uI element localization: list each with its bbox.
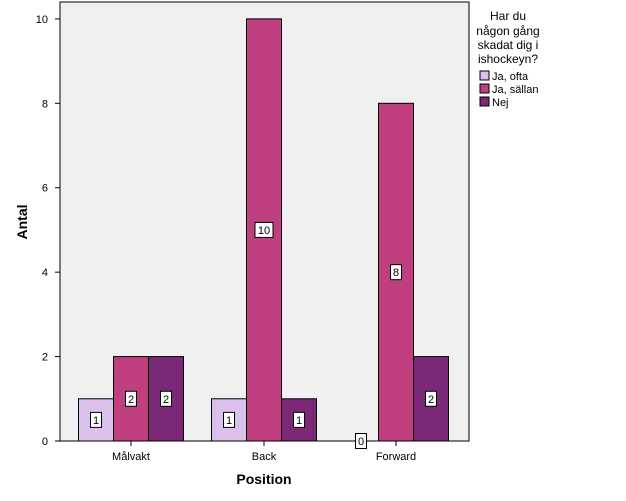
data-label-box-forward-ja-ofta: [355, 433, 367, 449]
data-label-box-målvakt-ja-ofta: [90, 411, 102, 428]
legend-swatch-ja-ofta: [479, 70, 490, 81]
legend-label-ja-sällan: Ja, sällan: [492, 84, 538, 96]
data-label-box-forward-ja-sällan: [390, 264, 402, 281]
legend-label-ja-ofta: Ja, ofta: [492, 71, 529, 83]
legend-swatch-ja-sällan: [479, 83, 490, 94]
data-label-målvakt-ja-sällan: 2: [128, 394, 134, 406]
data-label-box-back-nej: [293, 411, 305, 428]
y-tick-label-8: 8: [42, 98, 48, 110]
data-label-box-målvakt-ja-sällan: [125, 390, 137, 407]
legend-label-nej: Nej: [492, 97, 509, 109]
data-label-forward-ja-ofta: 0: [358, 436, 364, 448]
legend-title-line-2: någon gång: [476, 24, 539, 38]
data-label-back-ja-ofta: 1: [226, 415, 232, 427]
y-tick-label-2: 2: [42, 352, 48, 364]
y-tick-label-6: 6: [42, 183, 48, 195]
x-tick-label-back: Back: [252, 451, 277, 463]
legend-title-line-1: Har du: [490, 9, 526, 23]
y-axis: 0 2 4 6 8 10: [36, 14, 60, 448]
data-label-box-målvakt-nej: [160, 390, 172, 407]
data-label-back-nej: 1: [296, 415, 302, 427]
legend: Har du någon gång skadat dig i ishockeyn…: [476, 9, 539, 109]
data-label-forward-nej: 2: [428, 394, 434, 406]
legend-swatch-nej: [479, 96, 490, 107]
y-axis-title: Antal: [14, 205, 30, 240]
x-axis-title: Position: [236, 471, 291, 487]
legend-title-line-3: skadat dig i: [478, 38, 539, 52]
data-label-box-forward-nej: [425, 390, 437, 407]
data-label-målvakt-nej: 2: [163, 394, 169, 406]
y-tick-label-4: 4: [42, 267, 48, 279]
legend-title-line-4: ishockeyn?: [478, 52, 538, 66]
bar-forward-ja-sällan: [378, 102, 414, 442]
y-tick-label-0: 0: [42, 436, 48, 448]
data-label-back-ja-sällan: 10: [258, 225, 270, 237]
data-label-box-back-ja-sällan: [254, 221, 274, 238]
data-label-box-back-ja-ofta: [223, 411, 235, 428]
data-label-forward-ja-sällan: 8: [393, 267, 399, 279]
x-tick-label-målvakt: Målvakt: [112, 451, 150, 463]
x-axis: Målvakt Back Forward: [112, 441, 416, 463]
y-tick-label-10: 10: [36, 14, 48, 26]
x-tick-label-forward: Forward: [376, 451, 416, 463]
data-label-målvakt-ja-ofta: 1: [93, 415, 99, 427]
